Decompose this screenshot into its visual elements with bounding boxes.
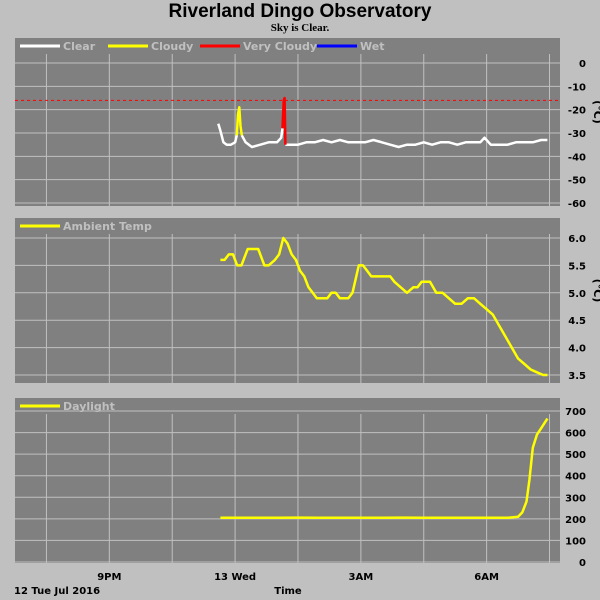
- panel-2-unit-label: (°C): [591, 279, 600, 303]
- panel-2-ytick-label-2: 5.0: [568, 289, 586, 300]
- panel-2-ytick-label-0: 6.0: [568, 234, 586, 245]
- panel-1-ytick-label-0: 0: [579, 59, 586, 70]
- panel-1-series-clear-line-0: [217, 123, 239, 146]
- panel-1-series-very-cloudy-line-0: [281, 96, 287, 145]
- x-axis-label: Time: [274, 586, 302, 597]
- panel-1-ytick-label-2: -20: [568, 106, 586, 117]
- panel-1-ytick-label-6: -60: [568, 199, 586, 210]
- panel-1-ytick-label-3: -30: [568, 129, 586, 140]
- panel-2-ytick-label-5: 3.5: [568, 371, 586, 382]
- legend-label-1-0: Clear: [63, 40, 96, 53]
- panel-3-ytick-label-2: 500: [565, 450, 586, 461]
- date-label: 12 Tue Jul 2016: [14, 586, 100, 597]
- panel-3-ytick-label-6: 100: [565, 536, 586, 547]
- panel-1-ytick-label-5: -50: [568, 176, 586, 187]
- panel-2-ytick-label-3: 4.5: [568, 316, 586, 327]
- legend-label-1-2: Very Cloudy: [243, 40, 317, 53]
- x-tick-label-0: 9PM: [97, 572, 121, 583]
- panel-1-series-cloudy-line-0: [235, 106, 244, 136]
- panel-3-ytick-label-4: 300: [565, 493, 586, 504]
- panel-1-unit-label: (°C): [591, 100, 600, 124]
- panel-3-series-daylight-line-0: [220, 417, 549, 520]
- panel-3-ytick-label-5: 200: [565, 515, 586, 526]
- chart-subtitle: Sky is Clear.: [270, 22, 330, 34]
- x-tick-label-3: 6AM: [474, 572, 499, 583]
- panel-1-ytick-label-4: -40: [568, 152, 586, 163]
- legend-label-2-0: Ambient Temp: [63, 220, 152, 233]
- legend-label-3-0: Daylight: [63, 400, 115, 413]
- panel-3-ytick-label-3: 400: [565, 472, 586, 483]
- panel-1-series-clear-line-1: [240, 128, 284, 149]
- panel-2-ytick-label-1: 5.5: [568, 261, 586, 272]
- panel-1-series-clear-line-2: [285, 136, 548, 149]
- x-tick-label-2: 3AM: [349, 572, 374, 583]
- chart-title: Riverland Dingo Observatory: [168, 1, 432, 22]
- x-tick-label-1: 13 Wed: [214, 572, 256, 583]
- panel-3-background: [15, 398, 560, 563]
- panel-1-ytick-label-1: -10: [568, 82, 586, 93]
- legend-label-1-3: Wet: [360, 40, 384, 53]
- legend-label-1-1: Cloudy: [151, 40, 193, 53]
- panel-1-background: [15, 38, 560, 206]
- panel-3-ytick-label-7: 0: [579, 558, 586, 569]
- panel-2-series-ambient-temp-line-0: [220, 236, 548, 377]
- panel-3-ytick-label-0: 700: [565, 407, 586, 418]
- panel-3-ytick-label-1: 600: [565, 429, 586, 440]
- panel-2-ytick-label-4: 4.0: [568, 344, 586, 355]
